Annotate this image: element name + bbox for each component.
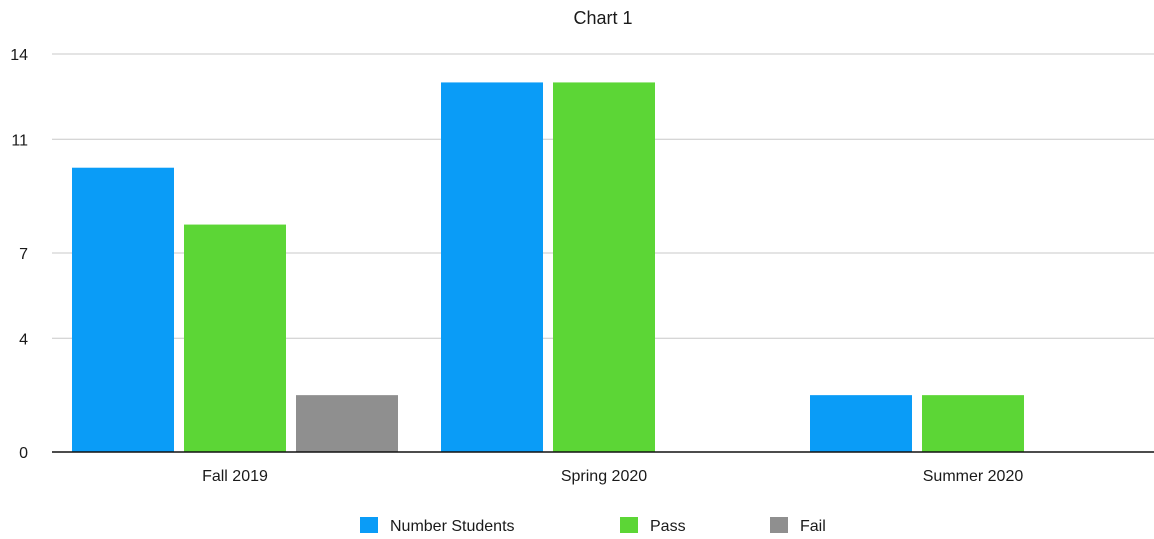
bar-pass-fall-2019	[184, 224, 286, 452]
legend-item-number-students: Number Students	[360, 517, 515, 535]
legend-swatch	[360, 517, 378, 533]
legend-swatch	[770, 517, 788, 533]
legend-item-pass: Pass	[620, 517, 686, 535]
legend: Number Students Pass Fail	[360, 517, 826, 535]
y-tick-label: 4	[19, 331, 28, 348]
legend-swatch	[620, 517, 638, 533]
y-axis-ticks: 0 4 7 11 14	[10, 47, 28, 462]
legend-label: Number Students	[390, 518, 515, 535]
bar-fail-fall-2019	[296, 395, 398, 452]
bar-pass-summer-2020	[922, 395, 1024, 452]
y-tick-label: 11	[11, 132, 28, 149]
legend-label: Pass	[650, 518, 686, 535]
legend-item-fail: Fail	[770, 517, 826, 535]
bar-number-students-fall-2019	[72, 167, 174, 452]
y-tick-label: 0	[19, 445, 28, 462]
x-tick-label: Summer 2020	[923, 468, 1024, 485]
y-tick-label: 14	[10, 47, 28, 64]
bars	[72, 82, 1024, 452]
x-axis-ticks: Fall 2019 Spring 2020 Summer 2020	[202, 468, 1023, 485]
bar-number-students-spring-2020	[441, 82, 543, 452]
x-tick-label: Spring 2020	[561, 468, 647, 485]
bar-number-students-summer-2020	[810, 395, 912, 452]
y-tick-label: 7	[19, 246, 28, 263]
chart-title: Chart 1	[573, 8, 632, 28]
bar-pass-spring-2020	[553, 82, 655, 452]
legend-label: Fail	[800, 518, 826, 535]
x-tick-label: Fall 2019	[202, 468, 268, 485]
